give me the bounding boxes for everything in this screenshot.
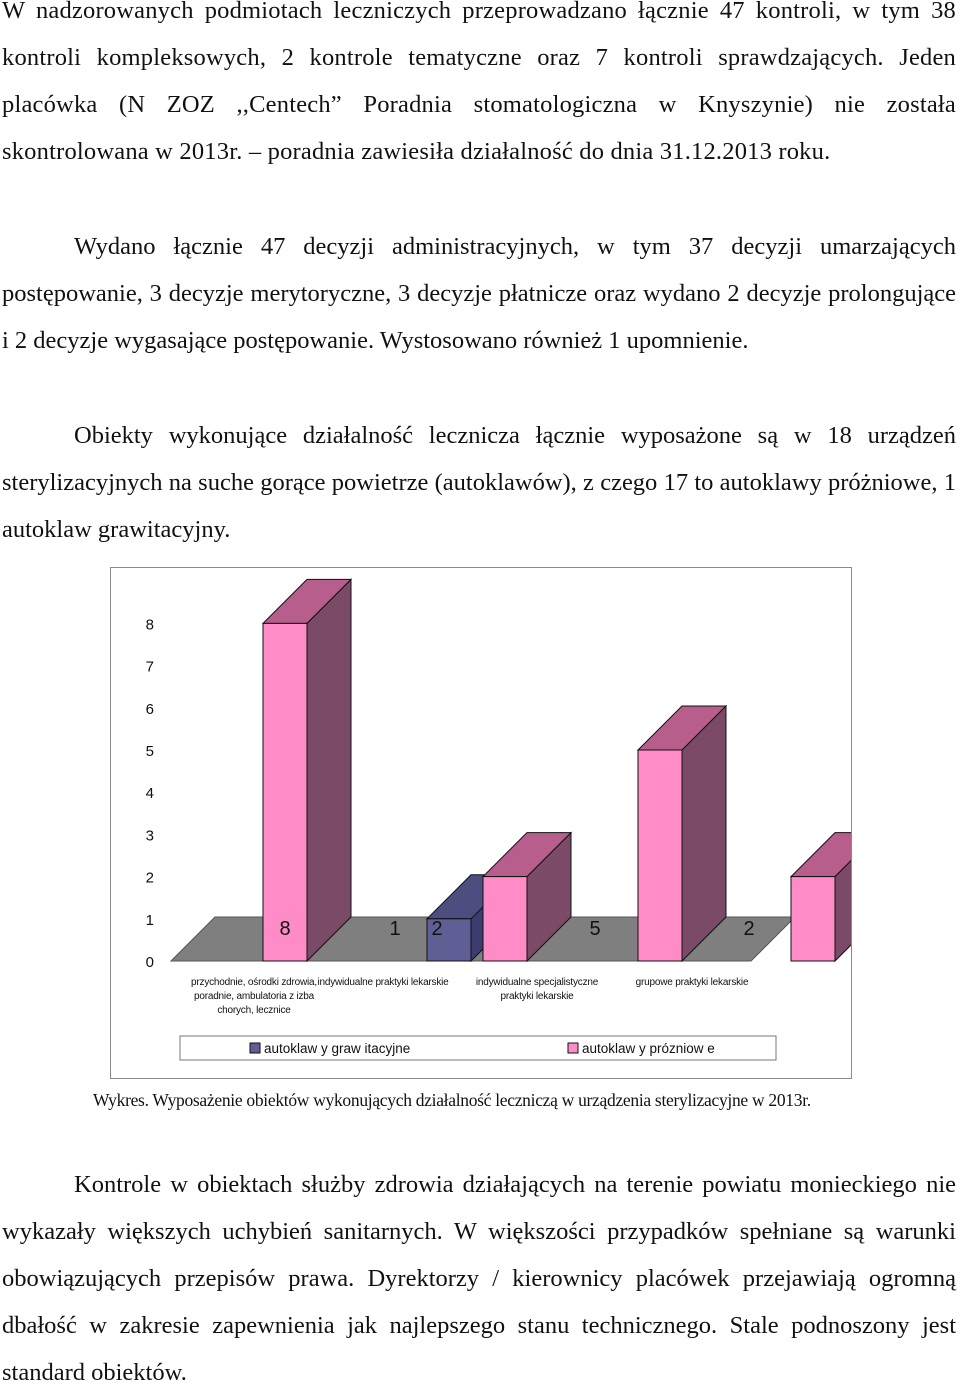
data-label: 1 (389, 918, 400, 940)
category-label: praktyki lekarskie (500, 991, 574, 1002)
paragraph-inspections: W nadzorowanych podmiotach leczniczych p… (2, 0, 956, 165)
legend-swatch-gravity (249, 1042, 261, 1054)
paragraph-decisions-text: Wydano łącznie 47 decyzji administracyjn… (2, 233, 956, 354)
paragraph-conclusions-text: Kontrole w obiektach służby zdrowia dzia… (2, 1171, 956, 1386)
y-tick-label: 0 (146, 954, 154, 971)
data-label: 5 (589, 918, 600, 940)
category-label: przychodnie, ośrodki zdrowia, (191, 977, 317, 988)
chart-frame: 0 1 2 3 4 5 6 7 8 8 1 2 5 2 przychodnie, ośrodki zdrow… (110, 567, 852, 1079)
bar-vacuum-1 (482, 876, 528, 962)
category-label: chorych, lecznice (217, 1005, 291, 1016)
legend-label-vacuum: autoklaw y prózniow e (582, 1041, 715, 1056)
y-tick-label: 4 (146, 785, 154, 802)
bar-vacuum-2 (637, 749, 683, 962)
legend-label-gravity: autoklaw y graw itacyjne (264, 1041, 410, 1056)
category-label: indywidualne specjalistyczne (476, 977, 599, 988)
bar-vacuum-0 (262, 622, 308, 962)
bar-vacuum-3-top (789, 832, 851, 878)
category-label: indywidualne praktyki lekarskie (317, 977, 449, 988)
legend-swatch-vacuum (567, 1042, 579, 1054)
y-tick-label: 7 (146, 659, 154, 676)
category-label: grupowe praktyki lekarskie (636, 977, 749, 988)
y-tick-label: 2 (146, 870, 154, 887)
y-tick-label: 8 (146, 616, 154, 633)
y-tick-label: 6 (146, 701, 154, 718)
paragraph-conclusions: Kontrole w obiektach służby zdrowia dzia… (2, 1161, 956, 1396)
bar-gravity-1 (426, 918, 472, 962)
legend-box (179, 1035, 777, 1061)
chart-caption: Wykres. Wyposażenie obiektów wykonującyc… (93, 1090, 811, 1110)
y-tick-label: 5 (146, 743, 154, 760)
bar-vacuum-3 (790, 876, 836, 962)
paragraph-sterilizers-text: Obiekty wykonujące działalność lecznicza… (2, 422, 956, 543)
category-label: poradnie, ambulatoria z izba (194, 991, 315, 1002)
paragraph-decisions: Wydano łącznie 47 decyzji administracyjn… (2, 223, 956, 364)
data-label: 8 (279, 918, 290, 940)
y-tick-label: 1 (146, 912, 154, 929)
y-tick-label: 3 (146, 827, 154, 844)
bar-vacuum-2-side (681, 704, 727, 963)
bar-vacuum-0-side (306, 578, 352, 963)
data-label: 2 (743, 918, 754, 940)
paragraph-sterilizers: Obiekty wykonujące działalność lecznicza… (2, 412, 956, 553)
bar-chart: 0 1 2 3 4 5 6 7 8 8 1 2 5 2 przychodnie, ośrodki zdrow… (146, 578, 851, 1061)
data-label: 2 (431, 918, 442, 940)
